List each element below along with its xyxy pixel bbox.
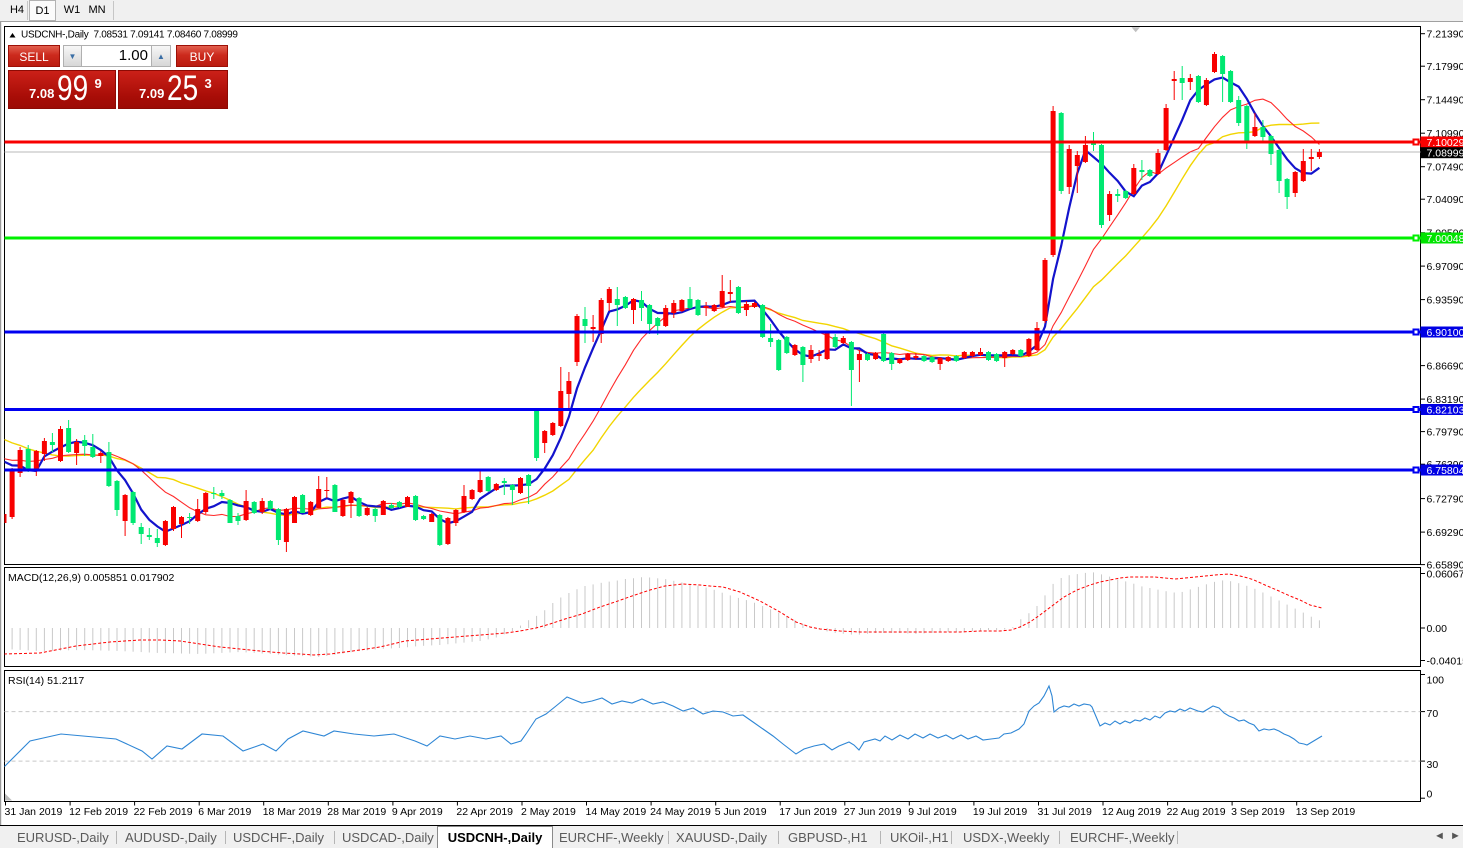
svg-text:7.14490: 7.14490 [1427, 95, 1463, 107]
svg-text:7.17990: 7.17990 [1427, 61, 1463, 73]
svg-text:70: 70 [1427, 708, 1439, 720]
svg-text:14 May 2019: 14 May 2019 [586, 806, 647, 818]
svg-text:27 Jun 2019: 27 Jun 2019 [844, 806, 902, 818]
svg-text:7.04090: 7.04090 [1427, 194, 1463, 206]
svg-text:RSI(14) 51.2117: RSI(14) 51.2117 [8, 675, 84, 687]
svg-text:6.82103: 6.82103 [1427, 405, 1463, 417]
svg-text:6.72790: 6.72790 [1427, 494, 1463, 506]
svg-text:USDCNH-,Daily 7.08531 7.09141: USDCNH-,Daily 7.08531 7.09141 7.08460 7.… [21, 30, 238, 41]
svg-text:100: 100 [1427, 675, 1445, 687]
svg-text:9 Jul 2019: 9 Jul 2019 [908, 806, 957, 818]
svg-text:6.79790: 6.79790 [1427, 427, 1463, 439]
svg-text:30: 30 [1427, 759, 1439, 771]
svg-text:2 May 2019: 2 May 2019 [521, 806, 576, 818]
svg-text:22 Apr 2019: 22 Apr 2019 [456, 806, 513, 818]
svg-text:6.90100: 6.90100 [1427, 327, 1463, 339]
svg-text:12 Aug 2019: 12 Aug 2019 [1102, 806, 1161, 818]
svg-text:31 Jan 2019: 31 Jan 2019 [5, 806, 63, 818]
svg-text:3 Sep 2019: 3 Sep 2019 [1231, 806, 1285, 818]
svg-text:28 Mar 2019: 28 Mar 2019 [327, 806, 386, 818]
svg-text:6 Mar 2019: 6 Mar 2019 [198, 806, 251, 818]
svg-text:6.93590: 6.93590 [1427, 295, 1463, 307]
svg-text:0: 0 [1427, 789, 1433, 801]
svg-text:-0.040152: -0.040152 [1427, 656, 1463, 668]
svg-text:9 Apr 2019: 9 Apr 2019 [392, 806, 443, 818]
svg-text:7.21390: 7.21390 [1427, 29, 1463, 41]
svg-text:5 Jun 2019: 5 Jun 2019 [715, 806, 767, 818]
svg-text:12 Feb 2019: 12 Feb 2019 [69, 806, 128, 818]
svg-text:22 Feb 2019: 22 Feb 2019 [134, 806, 193, 818]
svg-text:7.08999: 7.08999 [1427, 148, 1463, 160]
svg-text:7.07490: 7.07490 [1427, 162, 1463, 174]
svg-text:19 Jul 2019: 19 Jul 2019 [973, 806, 1027, 818]
svg-text:6.69290: 6.69290 [1427, 527, 1463, 539]
svg-text:31 Jul 2019: 31 Jul 2019 [1038, 806, 1092, 818]
svg-text:6.86690: 6.86690 [1427, 361, 1463, 373]
svg-text:18 Mar 2019: 18 Mar 2019 [263, 806, 322, 818]
svg-text:0.060674: 0.060674 [1427, 569, 1463, 581]
svg-text:13 Sep 2019: 13 Sep 2019 [1296, 806, 1356, 818]
svg-text:24 May 2019: 24 May 2019 [650, 806, 711, 818]
svg-text:7.00048: 7.00048 [1427, 233, 1463, 245]
svg-text:6.75804: 6.75804 [1427, 465, 1463, 477]
svg-text:MACD(12,26,9) 0.005851 0.01790: MACD(12,26,9) 0.005851 0.017902 [8, 572, 175, 584]
svg-text:22 Aug 2019: 22 Aug 2019 [1167, 806, 1226, 818]
svg-text:6.97090: 6.97090 [1427, 261, 1463, 273]
svg-text:0.00: 0.00 [1427, 623, 1448, 635]
svg-text:17 Jun 2019: 17 Jun 2019 [779, 806, 837, 818]
